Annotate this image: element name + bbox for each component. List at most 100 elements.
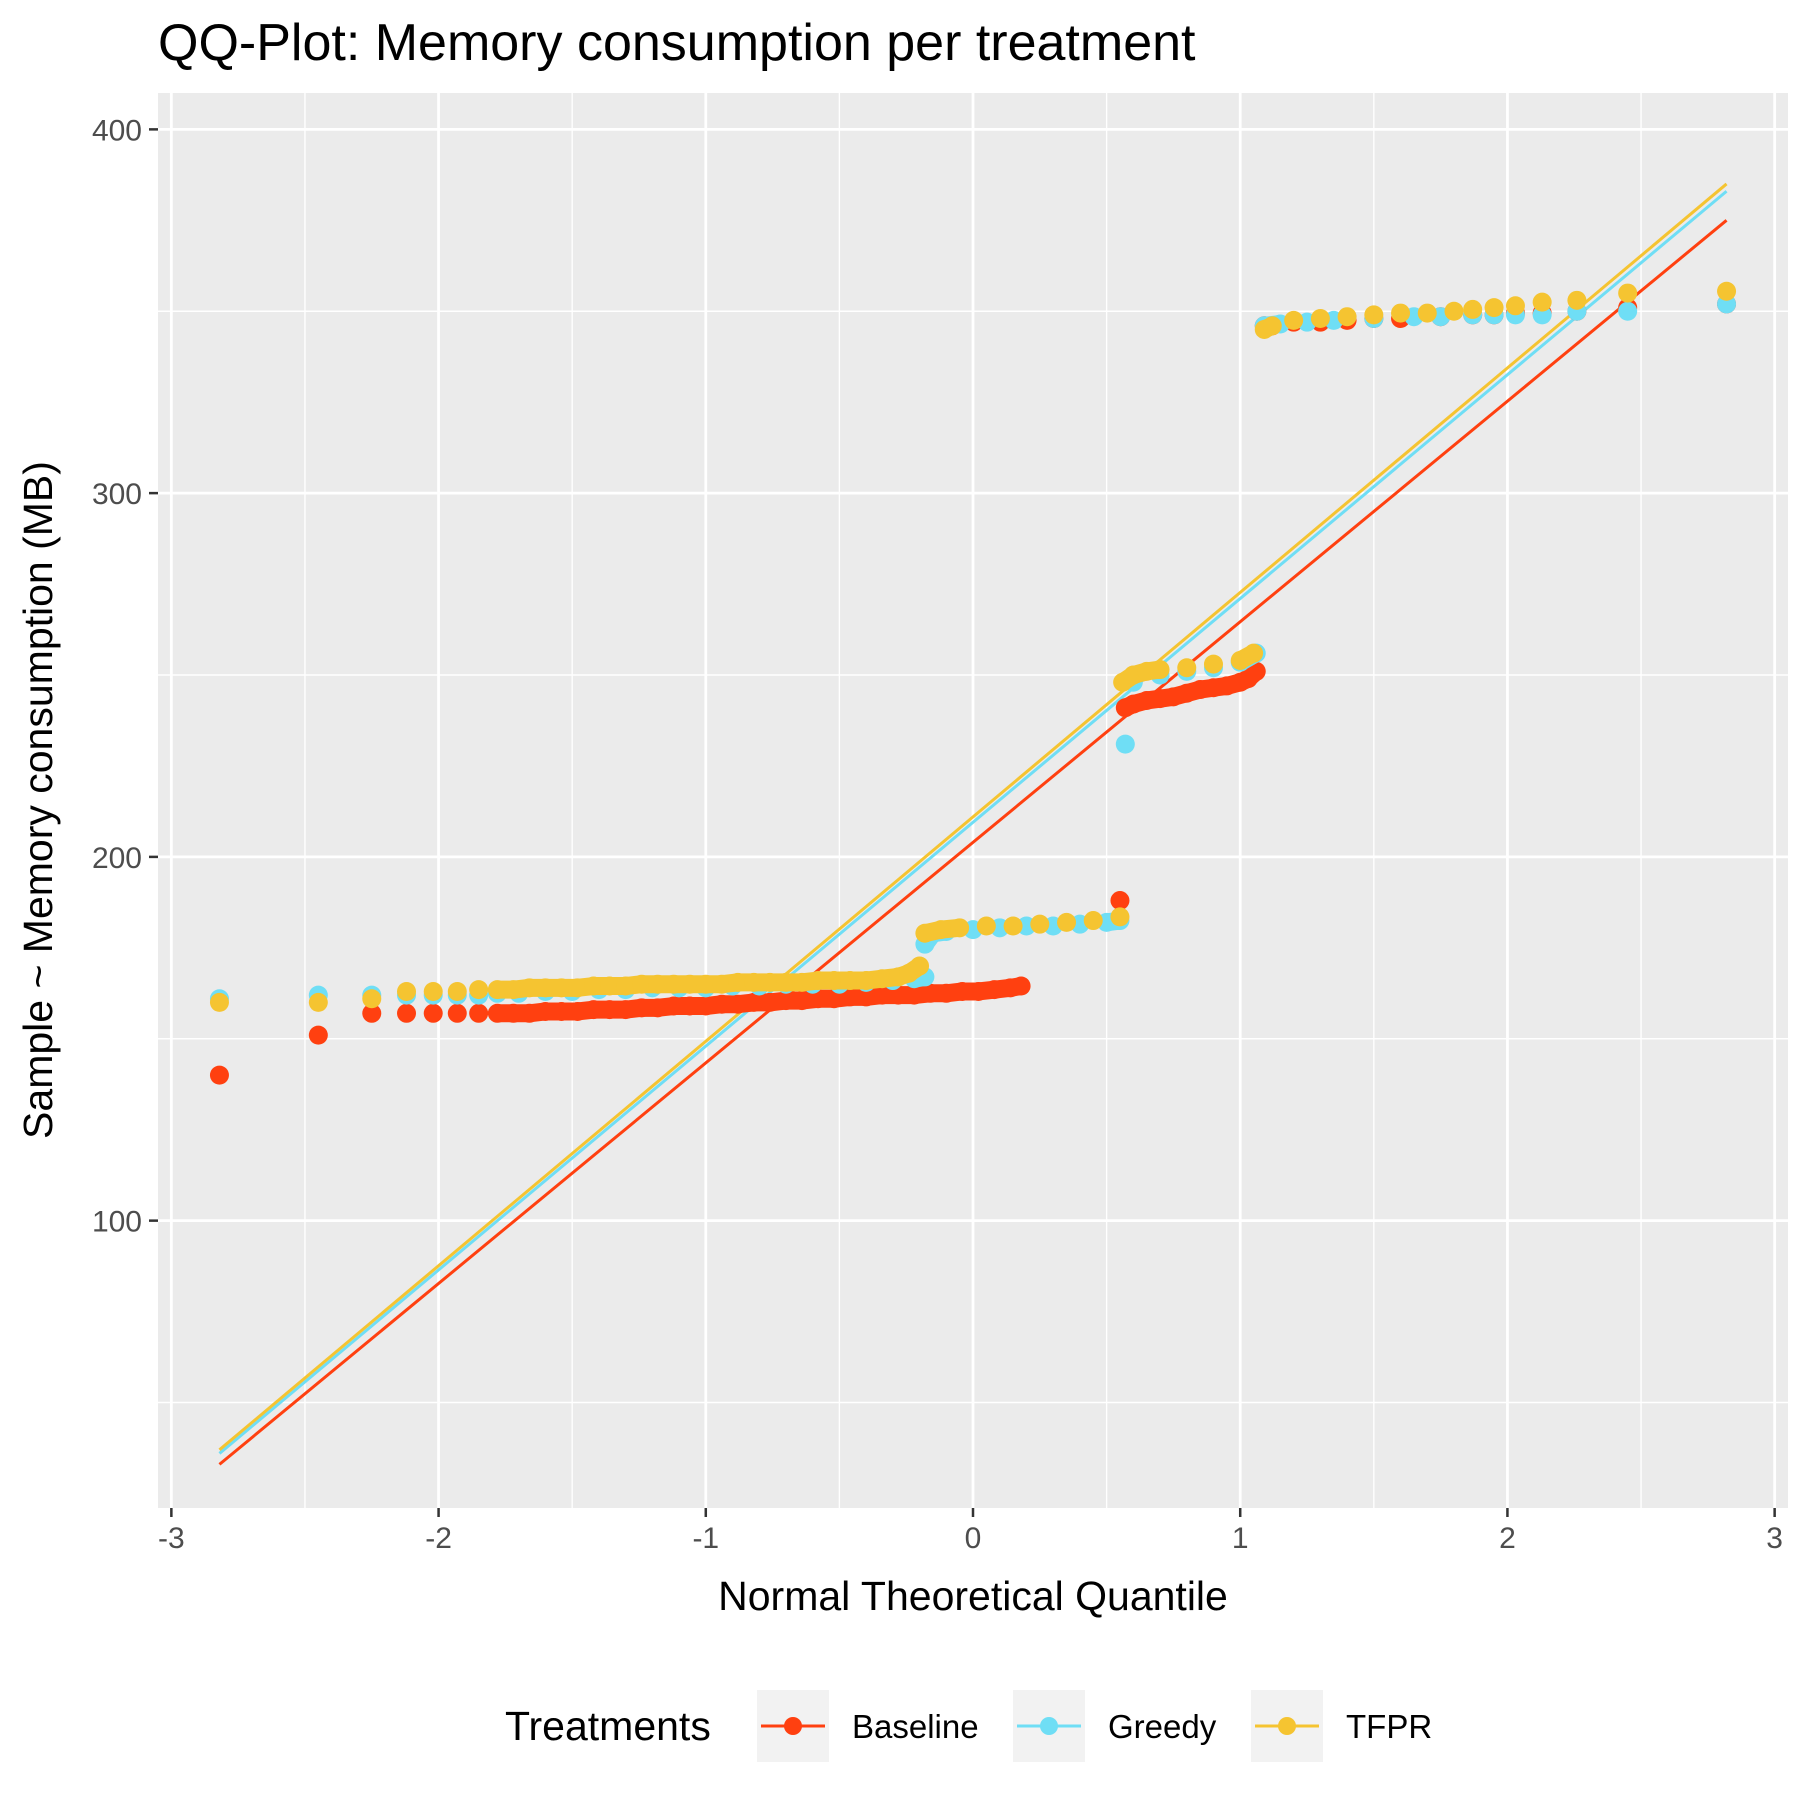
data-point-tfpr xyxy=(397,981,417,1001)
chart-title: QQ-Plot: Memory consumption per treatmen… xyxy=(158,14,1196,72)
data-point-tfpr xyxy=(1110,907,1130,927)
x-tick-label: 2 xyxy=(1499,1522,1516,1555)
data-point-tfpr xyxy=(1717,281,1737,301)
data-point-tfpr xyxy=(1030,914,1050,934)
data-point-tfpr xyxy=(447,981,467,1001)
x-tick-label: -2 xyxy=(425,1522,452,1555)
data-point-tfpr xyxy=(664,974,684,994)
major-gridlines xyxy=(158,93,1788,1508)
data-point-baseline xyxy=(632,998,652,1018)
data-point-tfpr xyxy=(824,971,844,991)
data-point-baseline xyxy=(469,1003,489,1023)
data-point-tfpr xyxy=(1463,299,1483,319)
data-point-tfpr xyxy=(1057,912,1077,932)
qq-reference-line-baseline xyxy=(218,219,1728,1466)
data-point-tfpr xyxy=(976,916,996,936)
data-point-baseline xyxy=(696,996,716,1016)
qq-reference-line-tfpr xyxy=(218,182,1728,1451)
data-point-tfpr xyxy=(600,976,620,996)
data-point-tfpr xyxy=(308,992,328,1012)
data-point-tfpr xyxy=(856,971,876,991)
data-point-tfpr xyxy=(1083,911,1103,931)
y-tick-label: 200 xyxy=(92,842,142,875)
data-point-baseline xyxy=(856,987,876,1007)
data-point-baseline xyxy=(209,1065,229,1085)
x-axis-title: Normal Theoretical Quantile xyxy=(718,1573,1228,1619)
data-point-baseline xyxy=(423,1003,443,1023)
data-point-tfpr xyxy=(950,918,970,938)
data-point-tfpr xyxy=(872,969,892,989)
data-point-tfpr xyxy=(696,974,716,994)
legend-label-greedy: Greedy xyxy=(1108,1708,1217,1745)
data-point-tfpr xyxy=(1505,296,1525,316)
data-point-baseline xyxy=(984,980,1004,1000)
data-point-baseline xyxy=(503,1003,523,1023)
data-point-tfpr xyxy=(362,989,382,1009)
y-tick-label: 400 xyxy=(92,114,142,147)
x-tick-label: -3 xyxy=(158,1522,185,1555)
x-tick-label: -1 xyxy=(692,1522,719,1555)
axes: -3 -2 -1 0 1 2 3 100 200 300 400 xyxy=(92,114,1783,1555)
data-point-baseline xyxy=(936,983,956,1003)
data-point-baseline xyxy=(952,981,972,1001)
data-point-tfpr xyxy=(1567,290,1587,310)
y-tick-label: 300 xyxy=(92,478,142,511)
data-point-tfpr xyxy=(1532,292,1552,312)
data-point-tfpr xyxy=(487,980,507,1000)
data-point-tfpr xyxy=(712,974,732,994)
data-point-tfpr xyxy=(728,972,748,992)
data-point-tfpr xyxy=(792,972,812,992)
data-point-tfpr xyxy=(915,923,935,943)
data-point-tfpr xyxy=(1391,303,1411,323)
data-point-baseline xyxy=(447,1003,467,1023)
data-point-baseline xyxy=(616,1000,636,1020)
x-tick-label: 0 xyxy=(965,1522,982,1555)
legend-label-baseline: Baseline xyxy=(852,1708,979,1745)
data-point-tfpr xyxy=(209,992,229,1012)
qq-reference-line-greedy xyxy=(218,190,1728,1455)
data-point-baseline xyxy=(600,1000,620,1020)
data-point-tfpr xyxy=(840,971,860,991)
reference-lines xyxy=(218,182,1728,1466)
data-point-baseline xyxy=(808,989,828,1009)
data-point-tfpr xyxy=(680,974,700,994)
data-point-baseline xyxy=(824,989,844,1009)
legend-title: Treatments xyxy=(505,1703,711,1749)
data-point-tfpr xyxy=(1150,660,1170,680)
data-point-tfpr xyxy=(519,978,539,998)
data-point-tfpr xyxy=(503,980,523,1000)
data-point-tfpr xyxy=(1203,654,1223,674)
data-point-baseline xyxy=(535,1001,555,1021)
data-point-baseline xyxy=(840,987,860,1007)
data-point-baseline xyxy=(728,994,748,1014)
data-point-tfpr xyxy=(423,981,443,1001)
data-point-greedy xyxy=(1618,301,1638,321)
legend-point-greedy xyxy=(1040,1717,1058,1735)
data-point-baseline xyxy=(584,1000,604,1020)
data-point-baseline xyxy=(1246,661,1266,681)
data-point-tfpr xyxy=(584,976,604,996)
data-point-baseline xyxy=(397,1003,417,1023)
legend-label-tfpr: TFPR xyxy=(1346,1708,1432,1745)
data-point-baseline xyxy=(776,991,796,1011)
data-point-baseline xyxy=(760,992,780,1012)
data-point-tfpr xyxy=(1417,303,1437,323)
data-point-baseline xyxy=(680,996,700,1016)
data-point-tfpr xyxy=(632,974,652,994)
data-point-baseline xyxy=(712,994,732,1014)
data-point-tfpr xyxy=(1484,298,1504,318)
legend: Treatments Baseline Greedy TFPR xyxy=(505,1690,1432,1762)
data-point-tfpr xyxy=(1262,316,1282,336)
data-point-tfpr xyxy=(1003,916,1023,936)
data-point-tfpr xyxy=(931,920,951,940)
data-point-tfpr xyxy=(808,971,828,991)
data-point-tfpr xyxy=(1444,301,1464,321)
y-tick-label: 100 xyxy=(92,1206,142,1239)
data-point-tfpr xyxy=(1618,283,1638,303)
data-point-tfpr xyxy=(1177,658,1197,678)
legend-point-baseline xyxy=(784,1717,802,1735)
data-point-baseline xyxy=(872,985,892,1005)
x-tick-label: 1 xyxy=(1232,1522,1249,1555)
data-point-baseline xyxy=(568,1001,588,1021)
